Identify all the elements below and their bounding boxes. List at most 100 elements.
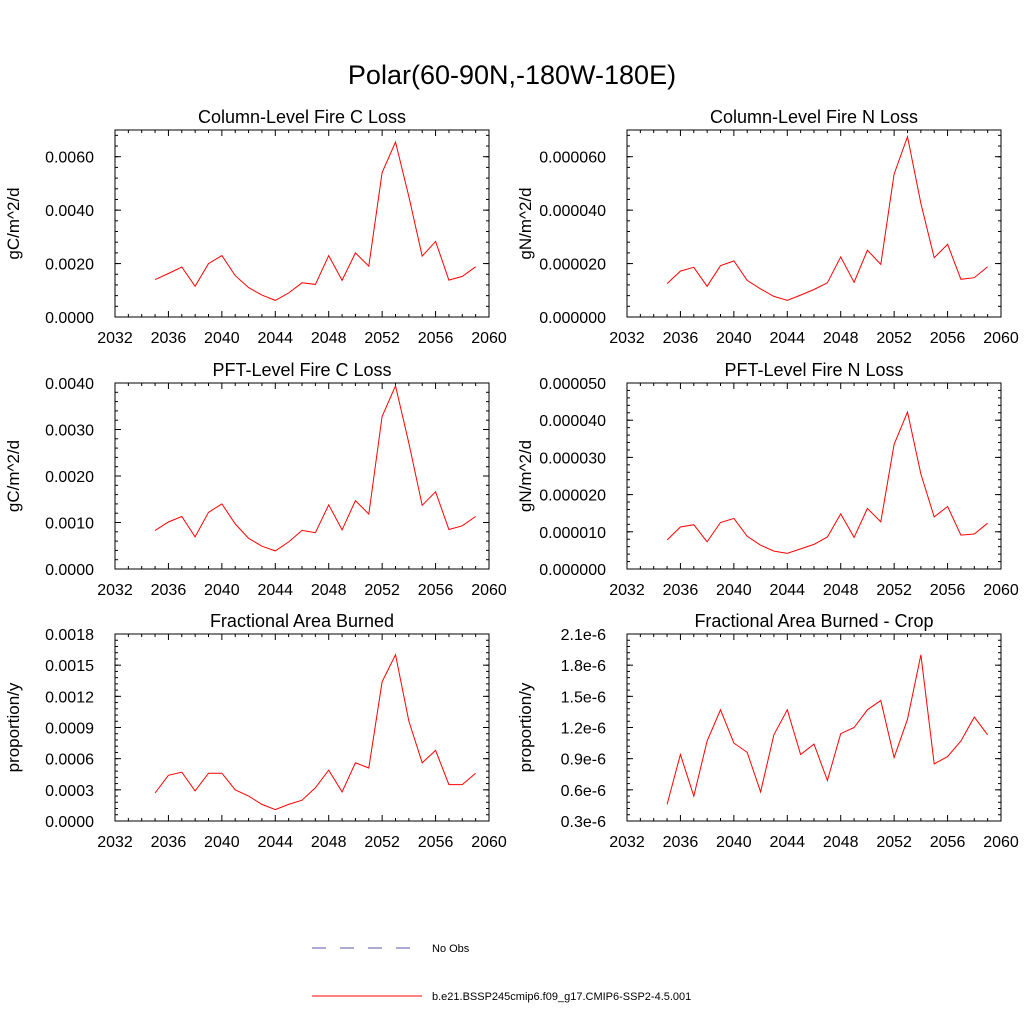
series-line [154, 653, 476, 811]
x-tick-label: 2032 [609, 330, 645, 347]
y-tick-label: 0.0015 [45, 658, 94, 675]
x-tick-label: 2048 [311, 330, 347, 347]
x-tick-label: 2056 [930, 330, 966, 347]
x-tick-label: 2036 [151, 330, 187, 347]
chart-panel-3: 2032 2036 2040 2044 2048 2052 2056 2060 0.0000 0.… [4, 360, 507, 599]
x-tick-label: 2048 [823, 582, 859, 599]
y-tick-label: 0.0006 [45, 752, 94, 769]
plot-frame [626, 382, 1002, 570]
panel-title: Fractional Area Burned [210, 611, 394, 631]
x-tick-label: 2052 [876, 330, 912, 347]
x-tick-label: 2060 [471, 582, 507, 599]
y-tick-label: 0.0060 [45, 150, 94, 167]
chart-panel-6: 2032 2036 2040 2044 2048 2052 2056 2060 0.3e-6 0.… [516, 611, 1019, 851]
x-tick-label: 2052 [364, 330, 400, 347]
series-line [666, 410, 988, 554]
x-tick-label: 2060 [471, 834, 507, 851]
x-tick-label: 2060 [983, 582, 1019, 599]
series-line [666, 654, 988, 805]
x-tick-label: 2044 [769, 582, 805, 599]
y-axis-label: proportion/y [516, 682, 535, 772]
y-tick-label: 0.0040 [45, 376, 94, 393]
series-line [154, 140, 476, 301]
panel-title: Column-Level Fire N Loss [710, 107, 918, 127]
y-tick-label: 0.000000 [539, 310, 606, 327]
y-tick-label: 0.000010 [539, 525, 606, 542]
x-tick-label: 2060 [471, 330, 507, 347]
x-tick-label: 2060 [983, 834, 1019, 851]
x-tick-label: 2032 [97, 834, 133, 851]
x-tick-label: 2036 [663, 834, 699, 851]
plot-frame [114, 129, 490, 318]
y-tick-label: 0.0010 [45, 516, 94, 533]
panel-title: PFT-Level Fire C Loss [212, 360, 391, 380]
y-axis-label: gN/m^2/d [516, 440, 535, 512]
series-line [666, 134, 988, 301]
y-axis-label: gN/m^2/d [516, 187, 535, 259]
x-tick-label: 2036 [663, 582, 699, 599]
y-tick-label: 0.9e-6 [561, 752, 606, 769]
legend-model-label: b.e21.BSSP245cmip6.f09_g17.CMIP6-SSP2-4.… [432, 991, 691, 1003]
x-tick-label: 2052 [876, 582, 912, 599]
y-tick-label: 0.0003 [45, 783, 94, 800]
x-tick-label: 2044 [769, 330, 805, 347]
x-tick-label: 2040 [204, 582, 240, 599]
x-tick-label: 2048 [311, 582, 347, 599]
x-tick-label: 2040 [716, 330, 752, 347]
x-tick-label: 2036 [151, 582, 187, 599]
panel-title: Fractional Area Burned - Crop [694, 611, 933, 631]
x-tick-label: 2040 [716, 582, 752, 599]
y-tick-label: 0.0000 [45, 310, 94, 327]
x-tick-label: 2044 [257, 834, 293, 851]
plot-frame [114, 633, 490, 822]
x-tick-label: 2056 [930, 582, 966, 599]
chart-panel-4: 2032 2036 2040 2044 2048 2052 2056 2060 0.000000… [516, 360, 1019, 599]
chart-panel-5: 2032 2036 2040 2044 2048 2052 2056 2060 0.0000 0.… [4, 611, 507, 851]
x-tick-label: 2052 [364, 582, 400, 599]
y-tick-label: 1.8e-6 [561, 658, 606, 675]
x-tick-label: 2048 [823, 330, 859, 347]
chart-panel-1: 2032 2036 2040 2044 2048 2052 2056 2060 0.0000 0.… [4, 107, 507, 347]
plot-frame [626, 633, 1002, 822]
x-tick-label: 2032 [609, 582, 645, 599]
x-tick-label: 2056 [930, 834, 966, 851]
x-tick-label: 2044 [257, 330, 293, 347]
x-tick-label: 2036 [663, 330, 699, 347]
y-tick-label: 0.000020 [539, 488, 606, 505]
x-tick-label: 2032 [97, 330, 133, 347]
y-tick-label: 0.0020 [45, 257, 94, 274]
x-tick-label: 2048 [823, 834, 859, 851]
x-tick-label: 2048 [311, 834, 347, 851]
x-tick-label: 2044 [257, 582, 293, 599]
x-tick-label: 2056 [418, 834, 454, 851]
chart-panel-2: 2032 2036 2040 2044 2048 2052 2056 2060 0.000000… [516, 107, 1019, 347]
x-tick-label: 2040 [716, 834, 752, 851]
y-tick-label: 2.1e-6 [561, 627, 606, 644]
series-line [154, 384, 476, 552]
plot-frame [114, 382, 490, 570]
y-tick-label: 0.000060 [539, 150, 606, 167]
x-tick-label: 2056 [418, 582, 454, 599]
y-tick-label: 1.2e-6 [561, 721, 606, 738]
y-tick-label: 0.0000 [45, 814, 94, 831]
chart-panels: 2032 2036 2040 2044 2048 2052 2056 2060 0.0000 0.… [4, 107, 1019, 851]
y-tick-label: 0.0009 [45, 721, 94, 738]
y-tick-label: 0.0040 [45, 203, 94, 220]
y-tick-label: 0.000020 [539, 257, 606, 274]
x-tick-label: 2056 [418, 330, 454, 347]
x-tick-label: 2052 [364, 834, 400, 851]
x-tick-label: 2044 [769, 834, 805, 851]
panel-title: PFT-Level Fire N Loss [724, 360, 903, 380]
y-tick-label: 0.000030 [539, 450, 606, 467]
x-tick-label: 2040 [204, 330, 240, 347]
panel-title: Column-Level Fire C Loss [198, 107, 406, 127]
y-tick-label: 1.5e-6 [561, 689, 606, 706]
y-tick-label: 0.000040 [539, 203, 606, 220]
x-tick-label: 2052 [876, 834, 912, 851]
y-axis-label: gC/m^2/d [4, 187, 23, 259]
x-tick-label: 2060 [983, 330, 1019, 347]
y-axis-label: proportion/y [4, 682, 23, 772]
y-tick-label: 0.0000 [45, 562, 94, 579]
y-tick-label: 0.0020 [45, 469, 94, 486]
y-tick-label: 0.0018 [45, 627, 94, 644]
